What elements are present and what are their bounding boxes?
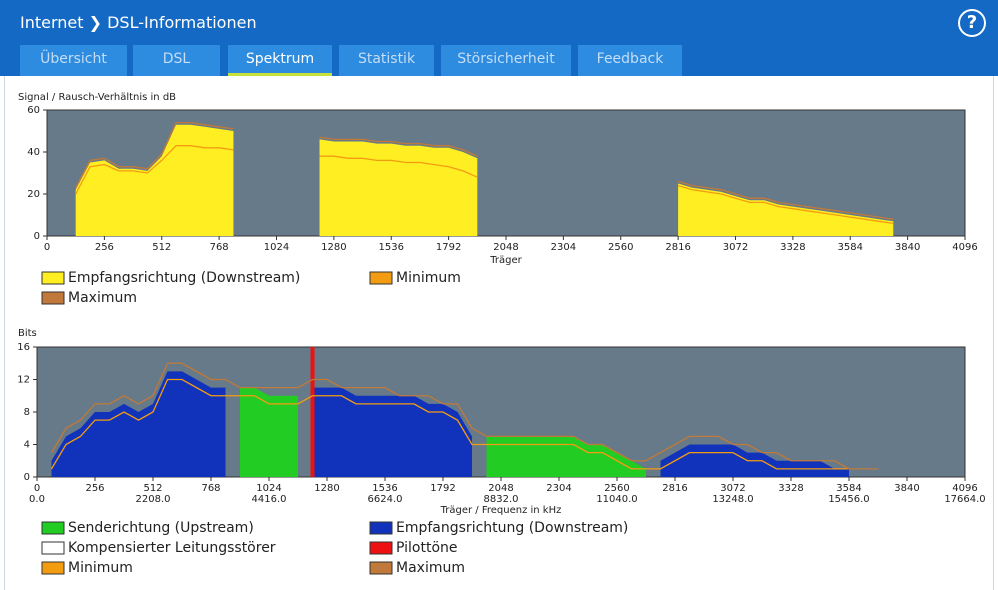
legend-label: Senderichtung (Upstream) [68,520,254,536]
x-tick-label: 0 [34,483,40,494]
x-tick-label: 2048 [488,483,513,494]
content-frame [4,76,994,590]
section: Internet [20,13,84,32]
y-axis-label: Bits [18,328,37,339]
legend-swatch [369,541,393,555]
pilot-tone [310,347,315,477]
x-tick-label: 3072 [723,242,748,253]
x-tick-label: 3584 [838,242,863,253]
y-tick-label: 20 [27,189,40,200]
x-tick-label: 512 [143,483,162,494]
x-tick-label: 3840 [895,242,920,253]
help-button[interactable]: ? [958,9,986,37]
x-tick-label: 3840 [894,483,919,494]
x-tick-label: 0 [44,242,50,253]
tab[interactable]: Spektrum [228,45,332,76]
x-tick-label: 4096 [952,242,977,253]
x-tick-label: 2560 [604,483,629,494]
x-tick-label: 4096 [952,483,977,494]
legend-label: Pilottöne [396,540,458,556]
breadcrumb: Internet ❯ DSL-Informationen [20,13,257,32]
line [50,378,849,470]
legend-swatch [369,521,393,535]
x-tick-label: 768 [201,483,220,494]
x-tick-label: 256 [95,242,114,253]
x-tick-label: 2560 [608,242,633,253]
legend-swatch [41,291,65,305]
x-tick-label: 2816 [662,483,687,494]
header: Internet ❯ DSL-Informationen ? [0,0,998,45]
x-freq-label: 13248.0 [712,494,753,505]
legend-label: Kompensierter Leitungsstörer [68,540,276,556]
x-tick-label: 1536 [379,242,404,253]
x-tick-label: 1792 [430,483,455,494]
area [240,387,646,477]
legend-swatch [369,561,393,575]
x-freq-label: 15456.0 [828,494,869,505]
x-freq-label: 6624.0 [368,494,403,505]
y-tick-label: 0 [24,472,30,483]
x-tick-label: 1024 [264,242,289,253]
line [50,362,878,470]
x-tick-label: 2304 [546,483,571,494]
tab[interactable]: Übersicht [20,45,127,76]
x-freq-label: 11040.0 [596,494,637,505]
x-freq-label: 0.0 [29,494,45,505]
x-freq-label: 4416.0 [252,494,287,505]
legend-swatch [41,271,65,285]
x-axis-label: Träger / Frequenz in kHz [440,505,562,516]
legend-label: Empfangsrichtung (Downstream) [396,520,628,536]
tab-bar: Übersicht DSL Spektrum Statistik Störsicherh… [0,45,998,76]
y-tick-label: 12 [17,375,30,386]
legend-label: Maximum [68,290,137,306]
y-axis-label: Signal / Rausch-Verhältnis in dB [18,92,176,103]
y-tick-label: 40 [27,147,40,158]
x-tick-label: 1536 [372,483,397,494]
legend-swatch [41,561,65,575]
tab[interactable]: Statistik [339,45,434,76]
x-tick-label: 256 [85,483,104,494]
y-tick-label: 4 [24,440,30,451]
area [75,124,894,236]
x-freq-label: 2208.0 [136,494,171,505]
legend-label: Minimum [396,270,461,286]
tab[interactable]: DSL [133,45,220,76]
legend-label: Maximum [396,560,465,576]
x-tick-label: 1792 [436,242,461,253]
x-tick-label: 2304 [551,242,576,253]
x-tick-label: 2048 [493,242,518,253]
legend-swatch [41,521,65,535]
line [75,145,894,225]
legend-label: Empfangsrichtung (Downstream) [68,270,300,286]
x-freq-label: 8832.0 [484,494,519,505]
legend-swatch [41,541,65,555]
x-tick-label: 3328 [778,483,803,494]
y-tick-label: 0 [34,231,40,242]
x-axis-label: Träger [489,255,522,266]
line [75,121,894,220]
tab[interactable]: Feedback [578,45,682,76]
x-tick-label: 1280 [314,483,339,494]
x-tick-label: 3584 [836,483,861,494]
x-tick-label: 3072 [720,483,745,494]
x-tick-label: 768 [210,242,229,253]
legend-swatch [369,271,393,285]
x-tick-label: 3328 [780,242,805,253]
x-tick-label: 1024 [256,483,281,494]
y-tick-label: 16 [17,342,30,353]
x-tick-label: 1280 [321,242,346,253]
y-tick-label: 60 [27,105,40,116]
y-tick-label: 8 [24,407,30,418]
legend-label: Minimum [68,560,133,576]
x-tick-label: 2816 [665,242,690,253]
area [51,371,849,477]
x-freq-label: 17664.0 [944,494,985,505]
x-tick-label: 512 [152,242,171,253]
tab[interactable]: Störsicherheit [441,45,571,76]
page-title: DSL-Informationen [107,13,257,32]
